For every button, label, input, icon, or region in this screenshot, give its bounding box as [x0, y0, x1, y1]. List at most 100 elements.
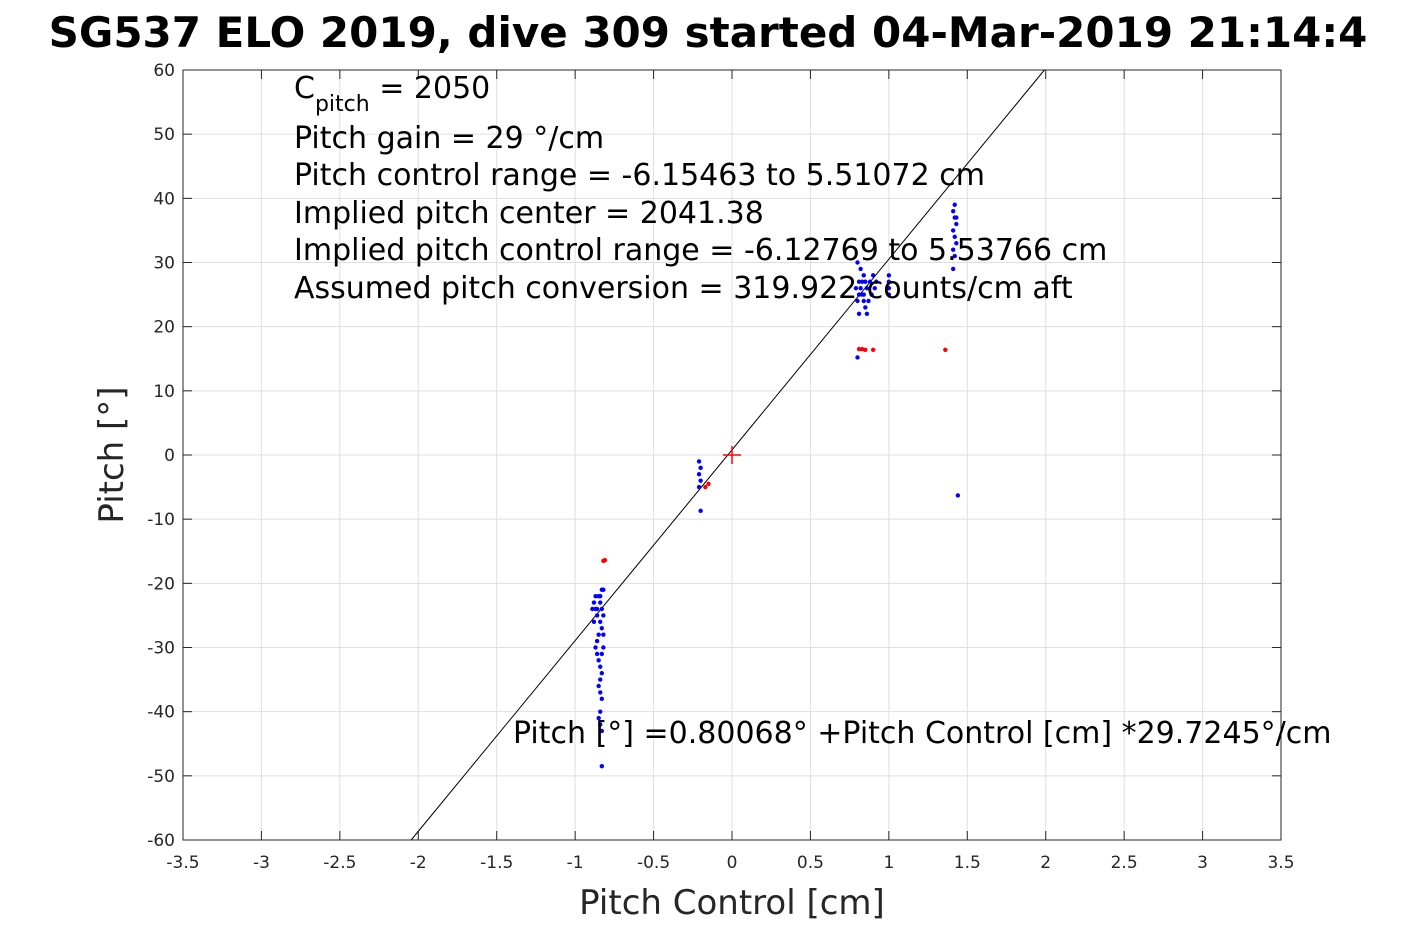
data-point: [596, 658, 601, 663]
data-point: [599, 728, 605, 734]
x-tick-label: 0.5: [797, 853, 824, 873]
annotation-pitch-center: Implied pitch center = 2041.38: [294, 196, 764, 231]
data-point: [952, 202, 957, 207]
data-point: [598, 709, 603, 714]
data-point: [864, 285, 870, 291]
data-point: [886, 279, 892, 284]
annotation-control-range: Pitch control range = -6.15463 to 5.5107…: [294, 158, 985, 193]
x-axis-label: Pitch Control [cm]: [579, 883, 885, 923]
data-point: [954, 241, 959, 246]
data-point: [952, 253, 957, 259]
y-axis: -60 -50 -40 -30 -20 -10 0 10 20 30 40 50 60: [147, 61, 1281, 851]
data-point: [598, 664, 603, 669]
y-tick-label: -10: [147, 510, 175, 530]
data-point: [886, 273, 892, 278]
y-tick-label: 30: [153, 254, 175, 274]
data-point: [599, 606, 605, 612]
annotation-c-pitch-main: C: [294, 71, 315, 106]
y-tick-label: -60: [147, 831, 175, 851]
data-point: [599, 626, 605, 631]
data-point: [858, 266, 863, 272]
x-tick-label: 3.5: [1267, 853, 1294, 873]
data-point: [698, 465, 703, 471]
data-point: [706, 481, 711, 487]
data-point: [870, 347, 876, 352]
data-point: [591, 619, 597, 625]
data-point: [856, 292, 862, 297]
data-point: [598, 600, 603, 605]
data-points: [590, 202, 961, 769]
data-point: [943, 347, 948, 352]
data-point: [594, 613, 600, 618]
data-point: [886, 285, 892, 291]
x-tick-label: 1.5: [954, 853, 981, 873]
data-point: [858, 285, 863, 291]
y-tick-label: 60: [153, 61, 175, 81]
data-point: [599, 651, 605, 657]
data-point: [698, 478, 703, 483]
data-point: [864, 311, 870, 317]
data-point: [861, 298, 866, 304]
data-point: [598, 722, 603, 727]
annotation-c-pitch-value: = 2050: [370, 71, 491, 106]
data-point: [954, 221, 959, 227]
annotation-c-pitch-subscript: pitch: [315, 92, 370, 117]
x-tick-label: -1.5: [480, 853, 513, 873]
data-point: [856, 346, 862, 352]
x-tick-label: 1: [883, 853, 894, 873]
data-point: [703, 484, 708, 490]
y-axis-label: Pitch [°]: [92, 386, 132, 523]
data-point: [855, 298, 860, 304]
data-point: [886, 292, 892, 297]
data-point: [869, 292, 874, 297]
data-point: [872, 285, 877, 291]
data-point: [950, 247, 956, 252]
data-point: [599, 696, 605, 702]
data-point: [866, 298, 871, 304]
y-tick-label: 20: [153, 318, 175, 338]
data-point: [950, 266, 956, 272]
y-tick-label: -20: [147, 574, 175, 594]
data-point: [696, 484, 702, 490]
y-tick-label: 40: [153, 189, 175, 209]
center-marker: [723, 446, 741, 464]
data-point: [594, 606, 600, 612]
data-point: [859, 279, 865, 284]
x-tick-label: 2.5: [1111, 853, 1138, 873]
x-tick-label: -3.5: [166, 853, 199, 873]
data-point: [598, 593, 603, 599]
data-point: [601, 613, 606, 618]
data-point: [601, 632, 606, 637]
grid: [182, 69, 1282, 841]
x-tick-label: -2.5: [323, 853, 356, 873]
y-tick-label: 0: [164, 446, 175, 466]
data-point: [859, 292, 865, 297]
x-tick-label: -2: [410, 853, 427, 873]
x-tick-label: 0: [727, 853, 738, 873]
data-point: [601, 587, 606, 592]
data-point: [856, 311, 862, 317]
data-point: [696, 472, 702, 477]
data-point: [591, 600, 597, 605]
annotation-block: Cpitch = 2050 Pitch gain = 29 °/cm Pitch…: [294, 71, 1107, 306]
data-point: [855, 355, 860, 360]
data-point: [874, 279, 879, 284]
data-point: [863, 279, 868, 284]
data-point: [598, 619, 603, 625]
data-point: [599, 670, 605, 676]
data-point: [598, 690, 603, 695]
data-point: [853, 285, 859, 291]
data-point: [861, 273, 866, 278]
x-tick-label: 2: [1040, 853, 1051, 873]
annotation-conversion: Assumed pitch conversion = 319.922 count…: [294, 271, 1073, 306]
data-point: [596, 715, 601, 721]
y-tick-label: 10: [153, 382, 175, 402]
x-tick-label: -0.5: [637, 853, 670, 873]
data-point: [950, 228, 956, 233]
fit-equation-label: Pitch [°] =0.80068° +Pitch Control [cm] …: [513, 716, 1331, 751]
data-point: [856, 279, 862, 284]
data-point: [596, 632, 601, 637]
y-tick-label: -30: [147, 639, 175, 659]
data-point: [593, 593, 598, 599]
